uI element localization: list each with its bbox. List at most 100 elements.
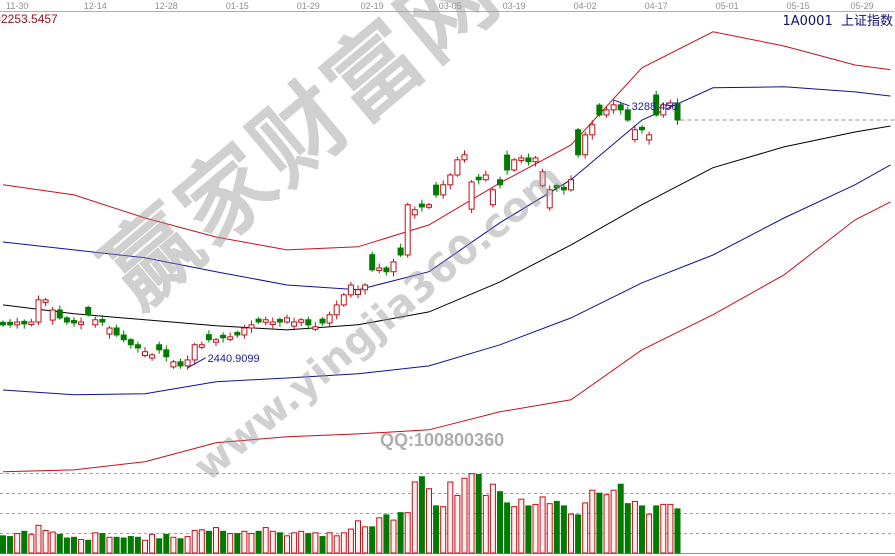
- candle: [397, 243, 404, 257]
- low-marker-line: [187, 357, 206, 369]
- volume-bar: [397, 512, 404, 554]
- candle: [106, 326, 113, 339]
- volume-bar: [539, 496, 546, 554]
- candle: [610, 100, 617, 114]
- volume-bar: [127, 536, 134, 554]
- candle: [142, 347, 148, 358]
- x-tick-label: 02-19: [361, 1, 384, 11]
- candle: [14, 317, 21, 329]
- x-tick-label: 12-14: [84, 1, 107, 11]
- candle-body: [120, 334, 127, 341]
- candle-body: [198, 344, 205, 348]
- volume-bar: [411, 481, 418, 554]
- candle-body: [92, 319, 99, 326]
- candle-body: [71, 319, 77, 324]
- candle-body: [653, 94, 660, 116]
- candle: [504, 150, 511, 175]
- candle: [319, 317, 326, 326]
- candle-body: [631, 129, 638, 141]
- lower-band-outer-line: [2, 201, 891, 473]
- candle-body: [319, 318, 326, 324]
- candle: [298, 317, 305, 327]
- volume-bar: [631, 500, 638, 554]
- candle-body: [376, 267, 383, 271]
- volume-bar: [404, 512, 411, 554]
- candle-body: [241, 327, 248, 336]
- candle: [447, 173, 454, 190]
- candle-body: [7, 321, 14, 326]
- volume-bar: [383, 514, 390, 554]
- candle-body: [461, 154, 468, 161]
- volume-bar: [596, 492, 603, 554]
- candle-body: [85, 306, 92, 316]
- volume-bar: [660, 503, 667, 554]
- candle-body: [63, 317, 70, 323]
- volume-bar: [560, 505, 567, 554]
- candle-body: [440, 184, 447, 196]
- candle-body: [163, 349, 170, 358]
- volume-bar: [568, 513, 574, 554]
- volume-bar: [326, 532, 333, 554]
- candle: [28, 318, 35, 327]
- candle: [660, 102, 667, 118]
- candle-body: [298, 319, 305, 323]
- candle: [269, 317, 276, 329]
- indicator-value: =2253.5457: [0, 12, 58, 26]
- security-label: 1A0001 上证指数: [782, 10, 893, 29]
- volume-bar: [120, 537, 127, 554]
- volume-bar: [546, 503, 553, 554]
- candle: [532, 156, 539, 167]
- candle-body: [518, 157, 525, 161]
- volume-bar: [525, 505, 532, 554]
- candle-body: [42, 299, 49, 303]
- candle: [326, 311, 333, 327]
- candle-body: [660, 104, 667, 116]
- candle-body: [134, 344, 141, 349]
- candle: [42, 297, 49, 307]
- volume-bar: [489, 483, 496, 554]
- candle-body: [276, 318, 283, 323]
- volume-bar: [234, 533, 241, 554]
- volume-bar: [14, 533, 21, 554]
- volume-bar: [71, 536, 77, 554]
- candle: [284, 314, 290, 324]
- candle: [617, 102, 624, 115]
- candle-body: [546, 189, 553, 209]
- volume-bar: [333, 535, 340, 554]
- volume-bar: [532, 503, 539, 554]
- candle: [170, 359, 177, 369]
- candle-body: [142, 351, 148, 357]
- candle: [355, 285, 361, 299]
- candle: [163, 345, 170, 362]
- candle-body: [397, 247, 404, 256]
- volume-bar: [674, 508, 681, 554]
- volume-bar: [205, 530, 212, 554]
- candle: [404, 202, 411, 258]
- candle: [546, 185, 553, 211]
- candle: [568, 175, 574, 192]
- candle-body: [205, 334, 212, 341]
- candle: [56, 305, 63, 320]
- candle: [518, 154, 525, 164]
- candle: [596, 103, 603, 117]
- volume-bar: [440, 506, 447, 554]
- high-marker-line: [613, 99, 630, 107]
- volume-bar: [589, 489, 596, 554]
- candle: [347, 281, 354, 298]
- candle: [667, 99, 674, 110]
- volume-bar: [191, 530, 198, 554]
- volume-bar: [418, 476, 425, 554]
- candle-body: [156, 344, 163, 351]
- candle: [603, 106, 610, 118]
- volume-bar: [482, 494, 489, 554]
- candle-body: [617, 104, 624, 111]
- candle: [85, 305, 92, 317]
- candle: [92, 316, 99, 328]
- candle-body: [248, 324, 255, 329]
- candle: [426, 202, 432, 210]
- candle-body: [191, 344, 198, 361]
- candle-body: [596, 104, 603, 116]
- candle-body: [106, 327, 113, 335]
- candle: [539, 168, 546, 188]
- candle-body: [497, 179, 503, 186]
